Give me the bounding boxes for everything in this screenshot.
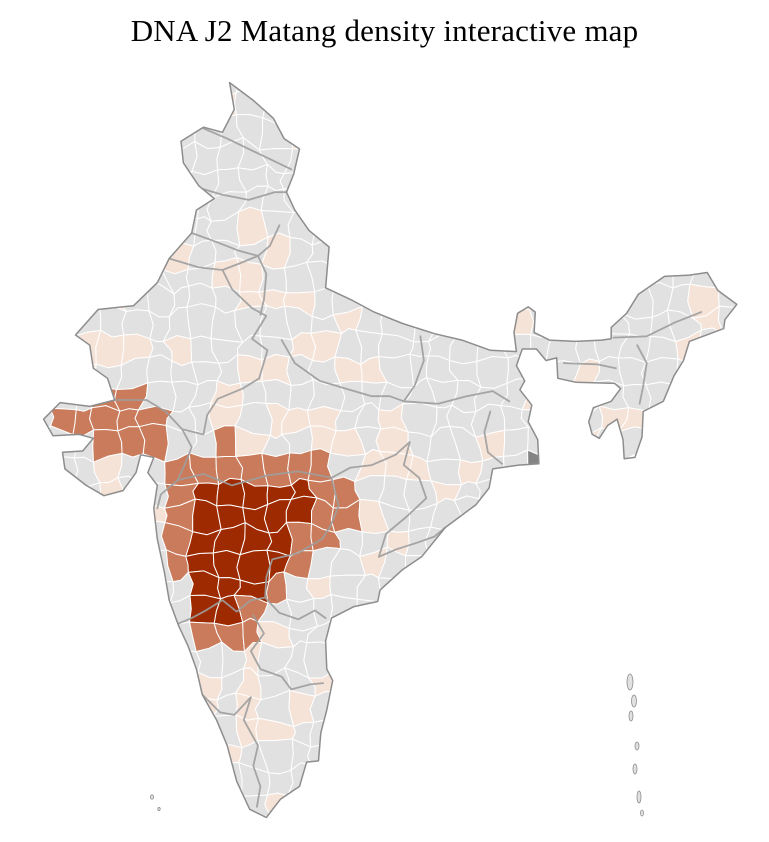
- district-cell[interactable]: [475, 479, 508, 500]
- district-cell[interactable]: [303, 641, 338, 679]
- district-cell[interactable]: [161, 671, 199, 701]
- state-border-line: [113, 269, 269, 436]
- district-cell[interactable]: [23, 425, 51, 461]
- district-cell[interactable]: [311, 213, 338, 247]
- state-border-line: [483, 410, 503, 465]
- district-cell[interactable]: [378, 577, 412, 605]
- district-cell[interactable]: [239, 380, 267, 406]
- district-cell[interactable]: [235, 67, 271, 94]
- district-cell[interactable]: [212, 761, 243, 797]
- state-border-line: [190, 224, 281, 257]
- district-cell[interactable]: [404, 555, 436, 582]
- state-border-line: [402, 335, 425, 403]
- state-border-line: [176, 470, 333, 487]
- island[interactable]: [636, 790, 642, 804]
- state-border-line: [264, 596, 327, 621]
- district-cell[interactable]: [718, 305, 750, 335]
- state-border-line: [202, 127, 293, 171]
- district-cell[interactable]: [234, 88, 266, 119]
- district-cell[interactable]: [523, 449, 550, 484]
- state-border-line: [156, 428, 193, 510]
- district-cell[interactable]: [220, 66, 239, 98]
- state-border-line: [201, 693, 262, 808]
- state-border-line: [636, 344, 648, 405]
- district-cell[interactable]: [594, 427, 623, 462]
- district-cell[interactable]: [146, 354, 173, 384]
- district-cell[interactable]: [618, 283, 654, 320]
- district-cell[interactable]: [409, 341, 432, 357]
- district-cell[interactable]: [89, 405, 121, 432]
- district-cell[interactable]: [545, 360, 582, 388]
- island[interactable]: [157, 807, 161, 812]
- district-cell[interactable]: [67, 482, 102, 510]
- india-outline: [42, 81, 738, 819]
- state-border-line: [280, 339, 405, 403]
- district-cell[interactable]: [236, 549, 271, 585]
- district-cell[interactable]: [138, 480, 169, 509]
- district-cell[interactable]: [574, 427, 603, 461]
- island[interactable]: [640, 809, 644, 817]
- state-border-line: [330, 441, 411, 479]
- state-border-line: [250, 614, 325, 691]
- state-border-line: [175, 476, 340, 626]
- district-cell[interactable]: [42, 377, 79, 411]
- district-cell[interactable]: [528, 308, 559, 338]
- map-title: DNA J2 Matang density interactive map: [130, 13, 639, 48]
- district-cell[interactable]: [161, 190, 200, 220]
- district-cell[interactable]: [362, 283, 385, 309]
- district-cell[interactable]: [213, 425, 237, 458]
- district-cell[interactable]: [92, 363, 123, 390]
- state-border-line: [195, 186, 289, 201]
- district-cell[interactable]: [476, 356, 509, 389]
- state-border-line: [378, 441, 428, 558]
- state-borders-layer: [113, 127, 703, 808]
- district-cell[interactable]: [478, 496, 510, 528]
- district-cell[interactable]: [674, 358, 697, 386]
- island[interactable]: [626, 673, 634, 691]
- state-border-line: [378, 526, 447, 558]
- district-cell[interactable]: [356, 598, 391, 628]
- island[interactable]: [634, 741, 640, 751]
- district-cell[interactable]: [521, 378, 559, 411]
- island[interactable]: [149, 794, 154, 800]
- district-cell[interactable]: [258, 263, 287, 294]
- district-cell[interactable]: [286, 598, 318, 632]
- district-cell[interactable]: [43, 453, 79, 484]
- district-cell[interactable]: [424, 526, 463, 558]
- state-border-line: [402, 390, 511, 405]
- island[interactable]: [628, 710, 634, 722]
- island[interactable]: [632, 763, 638, 775]
- district-cell[interactable]: [329, 619, 367, 652]
- district-cell[interactable]: [95, 329, 125, 369]
- island[interactable]: [631, 694, 637, 708]
- state-border-line: [612, 311, 703, 339]
- district-cell[interactable]: [449, 330, 480, 365]
- state-border-line: [257, 255, 268, 316]
- state-border-line: [562, 362, 617, 370]
- district-cell[interactable]: [161, 141, 198, 175]
